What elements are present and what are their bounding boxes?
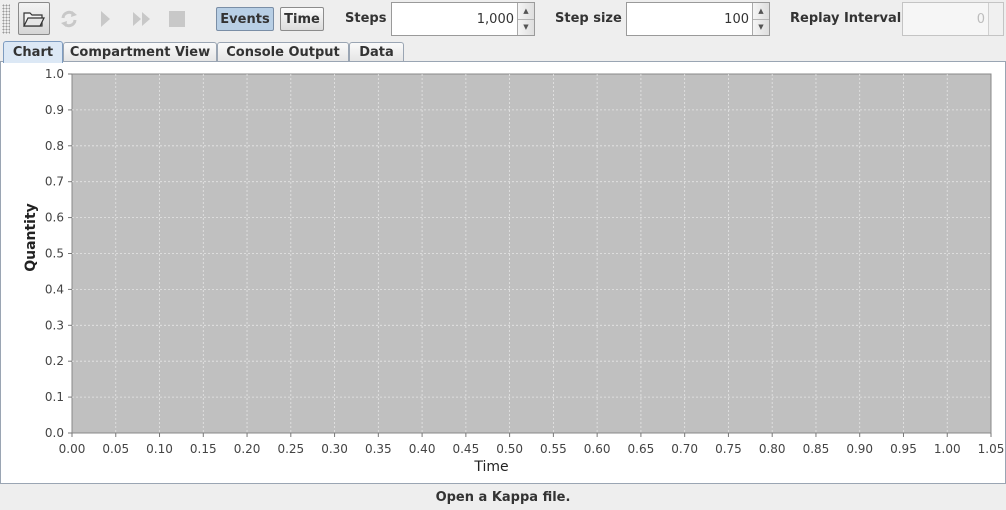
fast-forward-icon xyxy=(131,9,153,29)
stop-icon xyxy=(167,9,187,29)
reload-icon xyxy=(58,8,80,30)
replay-interval-value[interactable]: 0 xyxy=(976,12,985,27)
replay-interval-spinner[interactable]: 0 xyxy=(902,2,1004,36)
folder-open-icon xyxy=(23,10,45,28)
tab-data[interactable]: Data xyxy=(349,42,404,62)
step-size-value[interactable]: 100 xyxy=(724,12,749,27)
steps-value[interactable]: 1,000 xyxy=(476,12,514,27)
x-tick-label: 0.50 xyxy=(496,442,523,456)
time-mode-toggle[interactable]: Time xyxy=(280,7,324,31)
x-tick-label: 0.25 xyxy=(277,442,304,456)
x-tick-label: 0.90 xyxy=(846,442,873,456)
fast-forward-button[interactable] xyxy=(126,2,158,35)
y-tick-label: 0.9 xyxy=(45,103,64,117)
x-tick-label: 0.95 xyxy=(890,442,917,456)
tab-chart[interactable]: Chart xyxy=(3,41,63,63)
play-button[interactable] xyxy=(89,2,121,35)
x-tick-label: 0.60 xyxy=(584,442,611,456)
y-tick-label: 0.8 xyxy=(45,139,64,153)
step-size-increment-button[interactable]: ▲ xyxy=(753,3,769,20)
toolbar-grip[interactable] xyxy=(2,4,10,34)
status-bar: Open a Kappa file. xyxy=(435,489,571,505)
step-size-spinner[interactable]: 100 ▲ ▼ xyxy=(626,2,770,36)
y-tick-label: 0.6 xyxy=(45,211,64,225)
x-tick-label: 0.75 xyxy=(715,442,742,456)
y-tick-label: 0.3 xyxy=(45,318,64,332)
x-tick-label: 0.05 xyxy=(102,442,129,456)
replay-interval-label: Replay Interval xyxy=(790,11,902,26)
x-tick-label: 0.00 xyxy=(59,442,86,456)
step-size-label: Step size xyxy=(555,11,622,26)
x-tick-label: 0.55 xyxy=(540,442,567,456)
toolbar: Events Time Steps 1,000 ▲ ▼ Step size 10… xyxy=(0,0,1006,40)
events-mode-toggle[interactable]: Events xyxy=(216,7,274,31)
y-axis-label: Quantity xyxy=(23,203,39,272)
x-tick-label: 1.05 xyxy=(978,442,1005,456)
steps-increment-button[interactable]: ▲ xyxy=(518,3,534,20)
steps-label: Steps xyxy=(345,11,387,26)
x-tick-label: 0.40 xyxy=(409,442,436,456)
reload-button[interactable] xyxy=(53,2,85,35)
x-tick-label: 0.80 xyxy=(759,442,786,456)
x-tick-label: 0.20 xyxy=(234,442,261,456)
x-tick-label: 0.85 xyxy=(803,442,830,456)
step-size-decrement-button[interactable]: ▼ xyxy=(758,23,764,31)
x-tick-label: 0.45 xyxy=(452,442,479,456)
x-axis-label: Time xyxy=(473,459,508,475)
chart: 0.00 0.05 0.10 0.15 0.20 0.25 0.30 0.35 0.40 0.45… xyxy=(23,67,1005,475)
x-tick-label: 0.70 xyxy=(671,442,698,456)
steps-decrement-button[interactable]: ▼ xyxy=(523,23,529,31)
tab-console-output[interactable]: Console Output xyxy=(217,42,349,62)
tab-bar: Chart Compartment View Console Output Da… xyxy=(0,41,1006,63)
x-tick-label: 0.65 xyxy=(628,442,655,456)
play-icon xyxy=(97,9,113,29)
x-tick-label: 0.30 xyxy=(321,442,348,456)
y-tick-label: 0.2 xyxy=(45,354,64,368)
tab-compartment-view[interactable]: Compartment View xyxy=(63,42,217,62)
replay-interval-spinner-arrows xyxy=(988,3,1003,35)
open-file-button[interactable] xyxy=(18,2,50,35)
y-tick-label: 0.1 xyxy=(45,390,64,404)
x-tick-label: 0.35 xyxy=(365,442,392,456)
steps-spinner[interactable]: 1,000 ▲ ▼ xyxy=(391,2,535,36)
chart-panel: 0.00 0.05 0.10 0.15 0.20 0.25 0.30 0.35 0.40 0.45… xyxy=(0,61,1006,482)
x-tick-label: 0.10 xyxy=(146,442,173,456)
y-tick-label: 0.7 xyxy=(45,175,64,189)
stop-button[interactable] xyxy=(161,2,193,35)
steps-spinner-arrows: ▲ ▼ xyxy=(517,3,534,35)
x-tick-label: 0.15 xyxy=(190,442,217,456)
x-tick-label: 1.00 xyxy=(934,442,961,456)
y-tick-label: 0.0 xyxy=(45,426,64,440)
y-tick-label: 0.4 xyxy=(45,282,64,296)
step-size-spinner-arrows: ▲ ▼ xyxy=(752,3,769,35)
y-tick-label: 0.5 xyxy=(45,247,64,261)
y-tick-label: 1.0 xyxy=(45,67,64,81)
